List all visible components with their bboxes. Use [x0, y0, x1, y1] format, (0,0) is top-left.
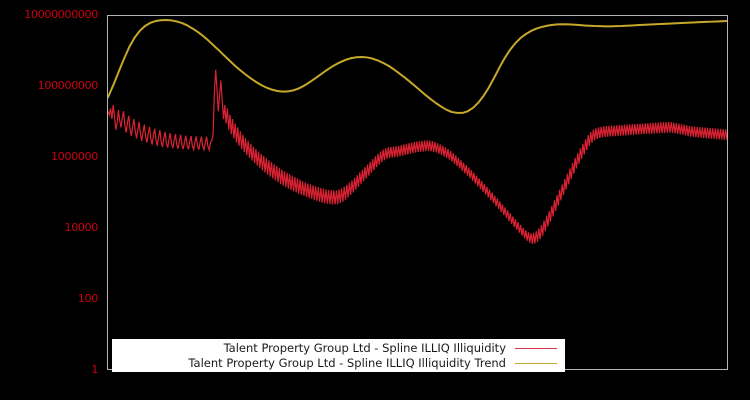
- chart-legend: Talent Property Group Ltd - Spline ILLIQ…: [112, 339, 565, 372]
- plot-svg: [108, 19, 727, 244]
- y-tick-label: 100000000: [37, 79, 99, 92]
- legend-swatch-trend: [515, 362, 557, 364]
- y-tick-label: 10000: [64, 221, 99, 234]
- legend-swatch-illiquidity: [515, 347, 557, 349]
- y-tick-label: 1000000: [51, 150, 98, 163]
- trend-line: [108, 19, 727, 114]
- plot-area: [107, 15, 728, 370]
- legend-label-trend: Talent Property Group Ltd - Spline ILLIQ…: [188, 355, 506, 370]
- y-tick-label: 1: [91, 363, 98, 376]
- legend-entry-illiquidity: Talent Property Group Ltd - Spline ILLIQ…: [112, 341, 559, 356]
- illiquidity-line: [108, 69, 727, 244]
- y-axis-tick-labels: 10000000000 100000000 1000000 10000 100 1: [0, 0, 103, 400]
- y-tick-label: 100: [77, 292, 98, 305]
- y-tick-label: 10000000000: [24, 8, 98, 21]
- legend-entry-trend: Talent Property Group Ltd - Spline ILLIQ…: [112, 356, 559, 371]
- legend-label-illiquidity: Talent Property Group Ltd - Spline ILLIQ…: [223, 340, 506, 355]
